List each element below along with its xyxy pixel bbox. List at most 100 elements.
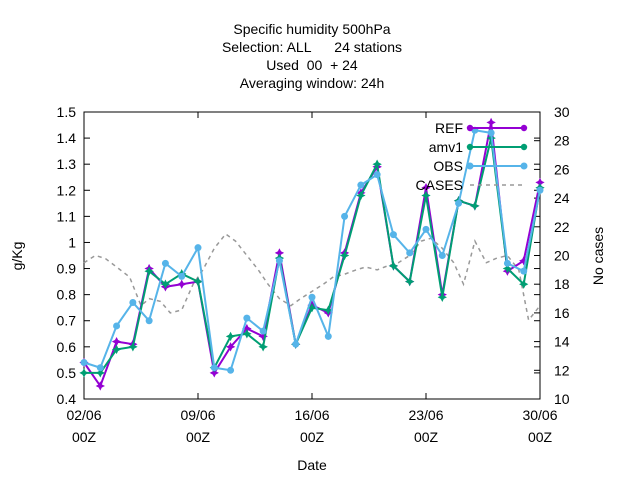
data-point-amv1 (405, 276, 415, 287)
data-point-obs (536, 186, 544, 194)
data-point-ref (111, 336, 122, 347)
y-tick-label: 1.5 (57, 104, 77, 120)
legend: REF amv1 OBS CASES (416, 120, 528, 193)
data-point-obs (341, 212, 349, 220)
y2-tick-label: 12 (554, 362, 570, 378)
y2-tick-label: 14 (554, 334, 570, 350)
data-point-amv1 (144, 266, 154, 276)
y-tick-label: 0.9 (57, 261, 77, 277)
y-tick-label: 1.2 (57, 182, 77, 198)
data-point-amv1 (388, 261, 399, 271)
y2-tick-label: 22 (554, 219, 570, 235)
y-tick-label: 0.8 (57, 287, 77, 303)
legend-label-ref: REF (435, 120, 463, 136)
data-point-obs (80, 358, 88, 366)
y-axis-label: g/Kg (9, 242, 25, 271)
title-line-4: Averaging window: 24h (240, 75, 385, 91)
data-point-ref (177, 279, 187, 289)
x-tick-label-date: 09/06 (180, 407, 215, 423)
data-point-obs (210, 364, 218, 372)
y-tick-label: 1 (68, 234, 76, 250)
data-point-amv1 (519, 279, 529, 289)
legend-marker-ref (520, 124, 528, 132)
y-tick-label: 1.1 (57, 208, 77, 224)
x-tick-label-date: 23/06 (408, 407, 443, 423)
legend-label-cases: CASES (416, 177, 463, 193)
data-point-obs (292, 340, 300, 348)
data-point-obs (406, 249, 414, 257)
x-tick-label-hour: 00Z (186, 429, 211, 445)
data-point-amv1 (225, 331, 236, 342)
x-tick-label-date: 16/06 (294, 407, 329, 423)
data-point-obs (129, 298, 137, 306)
data-point-amv1 (323, 305, 333, 315)
x-tick-label-hour: 00Z (300, 429, 325, 445)
data-point-amv1 (160, 279, 171, 289)
data-point-obs (520, 267, 528, 275)
y-tick-label: 0.6 (57, 339, 77, 355)
y-tick-label: 0.5 (57, 365, 77, 381)
legend-label-obs: OBS (433, 158, 463, 174)
data-point-ref (535, 177, 545, 188)
legend-marker-ref (466, 124, 474, 132)
data-point-ref (421, 182, 431, 193)
data-point-ref (274, 248, 285, 258)
data-point-ref (486, 117, 496, 128)
title-line-1: Specific humidity 500hPa (233, 21, 390, 37)
x-axis-label: Date (297, 457, 327, 473)
data-point-obs (96, 364, 104, 372)
data-point-obs (243, 314, 251, 322)
y2-tick-label: 18 (554, 276, 570, 292)
data-point-ref (95, 381, 105, 391)
data-point-ref (225, 342, 236, 352)
data-point-amv1 (470, 201, 480, 211)
data-point-obs (275, 257, 283, 265)
y2-tick-label: 24 (554, 190, 570, 206)
y2-tick-label: 16 (554, 305, 570, 321)
series-layer (79, 117, 545, 391)
data-point-obs (113, 322, 121, 330)
legend-marker-amv1 (466, 143, 474, 151)
y-tick-label: 1.4 (57, 130, 77, 146)
title-line-3: Used 00 + 24 (266, 57, 358, 73)
data-point-obs (161, 259, 169, 267)
data-point-obs (438, 252, 446, 259)
data-point-obs (503, 259, 511, 267)
data-point-amv1 (356, 190, 366, 201)
data-point-amv1 (128, 342, 138, 352)
y-axis-ticks: 0.4 0.5 0.6 0.7 0.8 0.9 1 1.1 1.2 1.3 1.4 1.5 (57, 104, 540, 407)
data-point-obs (145, 317, 153, 325)
data-point-amv1 (372, 159, 382, 169)
y2-axis-label: No cases (590, 227, 606, 285)
data-point-obs (357, 181, 365, 189)
data-point-amv1 (111, 344, 122, 355)
data-point-obs (178, 272, 186, 280)
y-tick-label: 0.7 (57, 313, 77, 329)
legend-marker-amv1 (520, 143, 528, 151)
data-point-obs (324, 332, 332, 340)
data-point-obs (259, 327, 267, 335)
data-point-obs (455, 199, 463, 207)
data-point-obs (227, 366, 235, 374)
data-point-obs (422, 225, 430, 233)
data-point-amv1 (79, 368, 89, 378)
y2-axis-ticks: 10 12 14 16 18 20 22 24 26 28 30 (534, 104, 570, 407)
y2-tick-label: 26 (554, 161, 570, 177)
y2-tick-label: 10 (554, 391, 570, 407)
x-tick-label-hour: 00Z (72, 429, 97, 445)
legend-marker-obs (466, 162, 474, 170)
data-point-amv1 (258, 342, 268, 352)
legend-marker-obs (520, 162, 528, 170)
data-point-amv1 (193, 276, 203, 287)
y2-tick-label: 20 (554, 248, 570, 264)
title-line-2: Selection: ALL 24 stations (222, 39, 402, 55)
x-axis-ticks: 02/06 00Z 09/06 00Z 16/06 00Z 23/06 00Z 30/06 00Z (66, 112, 558, 445)
data-point-obs (308, 293, 316, 301)
data-point-obs (373, 171, 381, 179)
x-tick-label-hour: 00Z (528, 429, 553, 445)
y2-tick-label: 28 (554, 133, 570, 149)
data-point-obs (389, 231, 397, 239)
legend-label-amv1: amv1 (429, 139, 463, 155)
y-tick-label: 1.3 (57, 156, 77, 172)
